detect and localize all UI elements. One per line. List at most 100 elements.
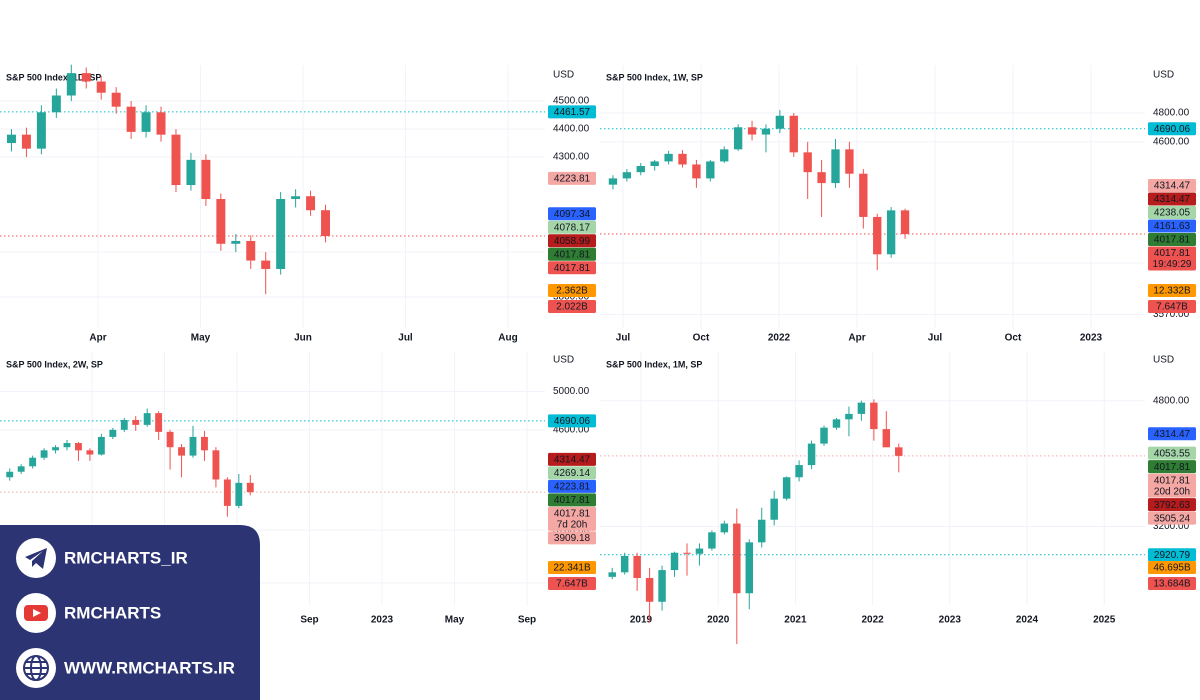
candle-body: [831, 149, 840, 184]
y-tick-label: 4600.00: [553, 424, 590, 435]
price-tag-label: 4690.06: [554, 416, 591, 427]
price-tag-label: 4053.55: [1154, 448, 1191, 459]
price-tag-label: 4017.81: [554, 509, 591, 520]
price-tag-label: 4017.81: [554, 263, 591, 274]
price-tag: [548, 479, 596, 493]
brand-text: WWW.RMCHARTS.IR: [64, 658, 235, 677]
x-tick-label: 2023: [939, 615, 962, 626]
candle-body: [143, 413, 151, 425]
volume-tag: [548, 561, 596, 574]
countdown-label: 20d 20h: [1154, 486, 1190, 497]
price-tag-label: 4461.57: [554, 107, 591, 118]
x-tick-label: Sep: [300, 615, 318, 626]
price-tag-label: 4269.14: [554, 468, 591, 479]
candle-body: [670, 552, 679, 571]
x-tick-label: Oct: [1005, 333, 1022, 344]
price-tag: [548, 414, 596, 428]
currency-label: USD: [1153, 70, 1174, 81]
x-tick-label: 2024: [1016, 615, 1039, 626]
candle-body: [97, 436, 105, 455]
volume-tag: [1148, 577, 1196, 590]
volume-tag: [548, 300, 596, 313]
candle-body: [6, 134, 16, 144]
price-tag: [1148, 233, 1196, 247]
brand-text: RMCHARTS_IR: [64, 548, 188, 567]
y-tick-label: 4800.00: [1153, 395, 1190, 406]
candle-body: [261, 260, 271, 269]
candle-body: [708, 532, 716, 549]
x-tick-label: Oct: [693, 333, 710, 344]
price-tag-label: 4223.81: [554, 174, 591, 185]
candle-body: [235, 482, 243, 506]
countdown-label: 7d 20h: [557, 520, 588, 531]
candle-body: [775, 115, 785, 129]
price-tag: [1148, 246, 1196, 271]
candle-body: [678, 153, 687, 165]
price-tag-label: 4058.99: [554, 236, 591, 247]
price-tag: [548, 261, 596, 275]
candle-body: [306, 196, 316, 211]
candle-body: [873, 216, 882, 255]
y-tick-label: 4500.00: [553, 96, 590, 107]
candle-body: [178, 447, 185, 456]
candle-body: [132, 419, 140, 425]
candle-body: [40, 450, 48, 458]
candle-body: [17, 466, 25, 472]
candle-body: [126, 106, 136, 132]
x-tick-label: Aug: [498, 333, 517, 344]
price-tag: [548, 493, 596, 507]
y-tick-label: 3570.00: [1153, 309, 1190, 320]
candle-body: [859, 173, 868, 217]
y-tick-label: 4600.00: [1153, 137, 1190, 148]
candle-body: [745, 542, 754, 594]
volume-tag-label: 7.647B: [556, 579, 588, 590]
price-tag-label: 4690.06: [1154, 124, 1191, 135]
volume-tag-label: 22.341B: [553, 563, 591, 574]
x-tick-label: Sep: [518, 615, 536, 626]
currency-label: USD: [553, 355, 574, 366]
price-tag: [548, 452, 596, 466]
candle-body: [720, 149, 729, 162]
price-tag: [1148, 446, 1196, 460]
x-tick-label: May: [191, 333, 211, 344]
candle-body: [608, 178, 618, 185]
y-tick-label: 4400.00: [553, 124, 590, 135]
candle-body: [212, 450, 220, 480]
candle-body: [201, 436, 208, 451]
candle-body: [291, 196, 301, 200]
candle-body: [782, 477, 791, 499]
volume-tag: [1148, 284, 1196, 297]
price-tag-label: 3505.24: [1154, 513, 1191, 524]
candle-body: [757, 519, 766, 543]
candle-body: [645, 577, 654, 602]
price-tag: [548, 220, 596, 234]
price-tag: [548, 531, 596, 545]
candle-body: [36, 112, 46, 149]
x-tick-label: 2022: [768, 333, 791, 344]
candle-body: [658, 570, 666, 602]
candle-body: [201, 159, 211, 200]
candle-body: [683, 552, 691, 554]
volume-tag-label: 13.684B: [1153, 579, 1191, 590]
candle-body: [156, 112, 166, 135]
x-tick-label: May: [445, 615, 465, 626]
price-tag: [1148, 498, 1196, 512]
price-tag: [548, 171, 596, 185]
candle-body: [141, 112, 151, 132]
candle-body: [692, 164, 701, 179]
price-tag: [1148, 122, 1196, 136]
candle-body: [882, 429, 891, 448]
candle-body: [886, 210, 896, 255]
x-tick-label: 2020: [707, 615, 730, 626]
candle-body: [321, 210, 331, 237]
x-tick-label: 2019: [630, 615, 653, 626]
candle-body: [857, 402, 866, 414]
candle-body: [620, 555, 629, 573]
price-tag: [1148, 179, 1196, 193]
candle-body: [870, 402, 878, 430]
candle-body: [747, 127, 757, 135]
x-tick-label: 2023: [1080, 333, 1103, 344]
price-tag: [1148, 548, 1196, 562]
charts: AprMayJunJulAug4500.004400.004300.003960…: [0, 64, 1196, 645]
